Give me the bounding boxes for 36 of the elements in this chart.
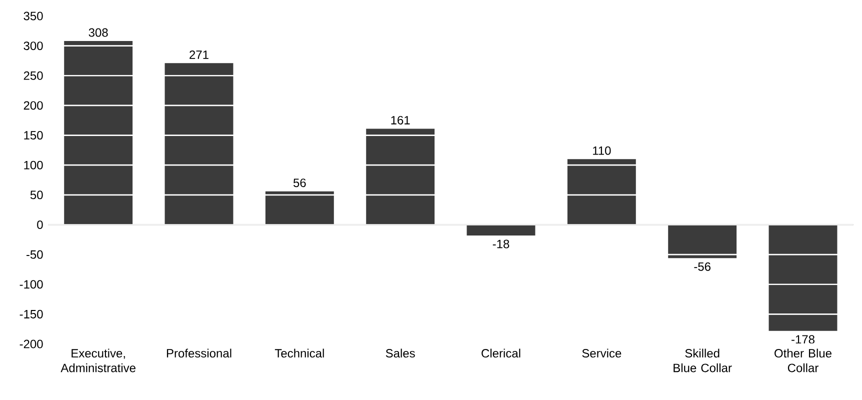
bar bbox=[64, 41, 133, 225]
data-label: -178 bbox=[792, 335, 814, 344]
data-label: 161 bbox=[391, 116, 410, 124]
y-tick-label: 300 bbox=[24, 42, 43, 50]
x-tick-label: Executive, Administrative bbox=[60, 348, 136, 372]
y-tick-label: -150 bbox=[20, 310, 43, 318]
data-label: 271 bbox=[190, 50, 208, 59]
bar bbox=[668, 224, 737, 258]
x-tick-label: Clerical bbox=[482, 348, 520, 358]
x-tick-label: Other Blue Collar bbox=[774, 348, 832, 372]
data-label: -18 bbox=[492, 240, 510, 248]
y-tick-label: 350 bbox=[24, 12, 43, 20]
bar bbox=[768, 224, 838, 331]
data-label: 308 bbox=[88, 28, 108, 37]
x-tick-label: Service bbox=[582, 348, 622, 358]
x-tick-label: Professional bbox=[166, 348, 232, 358]
bar bbox=[466, 224, 536, 236]
x-tick-label: Skilled Blue Collar bbox=[674, 348, 732, 372]
y-tick-label: 100 bbox=[24, 160, 43, 170]
x-tick-label: Sales bbox=[386, 348, 415, 358]
x-tick-label: Technical bbox=[274, 348, 324, 358]
bar bbox=[164, 63, 234, 225]
data-label: 56 bbox=[293, 178, 306, 188]
y-tick-label: -50 bbox=[26, 250, 43, 259]
y-tick-label: 200 bbox=[24, 101, 43, 110]
y-tick-label: 250 bbox=[24, 71, 43, 80]
y-tick-label: -200 bbox=[20, 340, 43, 348]
bar bbox=[567, 159, 636, 225]
data-label: 110 bbox=[593, 146, 611, 155]
bar bbox=[366, 128, 435, 225]
y-tick-label: -100 bbox=[20, 280, 43, 289]
y-tick-label: 0 bbox=[37, 220, 43, 229]
y-tick-label: 50 bbox=[30, 190, 43, 200]
y-tick-label: 150 bbox=[24, 131, 43, 140]
data-label: -56 bbox=[694, 262, 710, 271]
bar bbox=[265, 191, 334, 225]
